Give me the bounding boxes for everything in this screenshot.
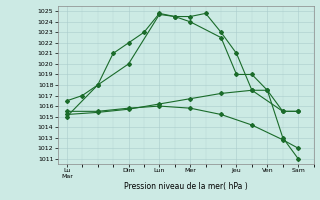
X-axis label: Pression niveau de la mer( hPa ): Pression niveau de la mer( hPa ) — [124, 182, 247, 191]
